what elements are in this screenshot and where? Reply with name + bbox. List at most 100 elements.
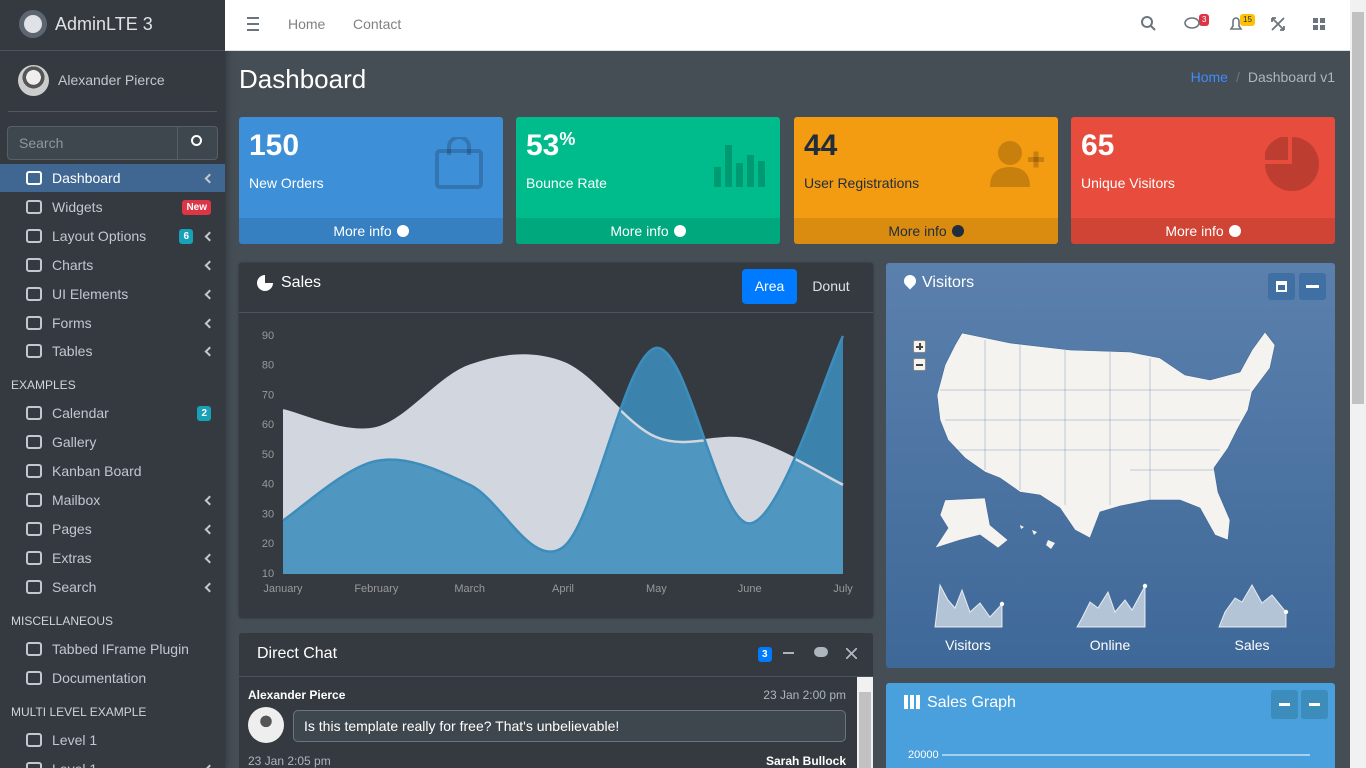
- stat-number: 150: [249, 129, 300, 162]
- nav-arrow: [204, 553, 215, 564]
- nav-item[interactable]: Extras: [0, 544, 225, 572]
- nav-item[interactable]: Dashboard: [0, 164, 225, 192]
- nav-item[interactable]: Level 1: [0, 755, 225, 768]
- nav-item[interactable]: Tabbed IFrame Plugin: [0, 635, 225, 663]
- nav-icon: [26, 522, 42, 536]
- nav-label: Mailbox: [52, 492, 101, 509]
- nav-item[interactable]: Documentation: [0, 664, 225, 692]
- nav-label: Widgets: [52, 198, 103, 215]
- nav-badge: New: [182, 199, 211, 215]
- nav-item[interactable]: Forms: [0, 309, 225, 337]
- brand-bar: [0, 0, 225, 51]
- nav-icon: [26, 550, 42, 565]
- stat-box: 53% Bounce Rate More info: [516, 117, 780, 244]
- sidebar-search-button[interactable]: [177, 126, 218, 160]
- nav-arrow: [204, 495, 215, 506]
- nav-item[interactable]: Search: [0, 573, 225, 601]
- nav-item[interactable]: Level 1: [0, 726, 225, 754]
- nav-arrow: [204, 582, 215, 593]
- nav-icon: [26, 315, 42, 330]
- stat-box: 150 New Orders More info: [239, 117, 503, 244]
- card-title: Visitors: [922, 274, 975, 291]
- stat-unit: %: [559, 129, 576, 149]
- nav-item[interactable]: Layout Options 6: [0, 222, 225, 250]
- stat-label: Bounce Rate: [526, 175, 607, 191]
- collapse-button[interactable]: [1271, 690, 1298, 719]
- sidebar-header: EXAMPLES: [11, 378, 76, 393]
- zoom-out[interactable]: [913, 358, 926, 371]
- nav-item[interactable]: Calendar 2: [0, 399, 225, 427]
- notifications-badge[interactable]: 15: [1240, 14, 1255, 26]
- zoom-in[interactable]: [913, 340, 926, 353]
- sales-graph-card: [886, 683, 1335, 768]
- chat-time: 23 Jan 2:05 pm: [248, 754, 331, 768]
- nav-item[interactable]: Charts: [0, 251, 225, 279]
- nav-icon: [26, 670, 42, 685]
- nav-icon: [26, 464, 42, 479]
- nav-arrow: [204, 318, 215, 328]
- stat-icon: [1265, 137, 1319, 191]
- stat-link-icon: [951, 225, 964, 237]
- collapse-button[interactable]: [783, 652, 794, 654]
- calendar-button[interactable]: [1268, 273, 1295, 300]
- nav-arrow: [204, 289, 215, 300]
- sidebar-search-input[interactable]: Search: [7, 126, 178, 160]
- search-icon: [191, 135, 202, 146]
- contacts-button[interactable]: [814, 647, 828, 657]
- stat-number: 65: [1081, 129, 1115, 162]
- stat-link: More info: [1165, 223, 1224, 239]
- button-active[interactable]: Area: [742, 269, 797, 304]
- breadcrumb-separator: /: [1235, 69, 1240, 85]
- nav-icon: [26, 493, 42, 508]
- nav-item[interactable]: Mailbox: [0, 486, 225, 514]
- stat-footer[interactable]: More info: [794, 218, 1058, 244]
- nav-item[interactable]: Widgets New: [0, 193, 225, 221]
- close-button[interactable]: [1301, 690, 1328, 719]
- scrollbar-thumb: [1352, 12, 1364, 404]
- nav-item[interactable]: Gallery: [0, 428, 225, 456]
- breadcrumb: Home / Dashboard v1: [1191, 69, 1335, 85]
- nav-icon: [26, 171, 42, 185]
- nav-label: Pages: [52, 521, 92, 537]
- stat-footer[interactable]: More info: [516, 218, 780, 244]
- visitors-card: [886, 263, 1335, 668]
- stat-value: 65: [1081, 129, 1114, 163]
- nav-item[interactable]: Kanban Board: [0, 457, 225, 485]
- close-button[interactable]: [846, 648, 857, 659]
- nav-label: Calendar: [52, 405, 109, 422]
- chat-badge[interactable]: 3: [758, 647, 772, 662]
- messages-badge[interactable]: 3: [1199, 14, 1210, 26]
- nav-item[interactable]: Tables: [0, 337, 225, 365]
- stat-icon: [435, 137, 483, 189]
- nav-label: Dashboard: [52, 170, 121, 186]
- stat-link-icon: [1228, 225, 1241, 237]
- nav-icon: [26, 228, 42, 243]
- user-name[interactable]: Alexander Pierce: [58, 72, 165, 88]
- nav-item[interactable]: UI Elements: [0, 280, 225, 308]
- navbar-link[interactable]: Contact: [353, 16, 402, 32]
- navbar-link[interactable]: Home: [288, 16, 326, 32]
- nav-arrow: [204, 346, 215, 357]
- card-header-border: [239, 676, 873, 677]
- nav-label: Level 1: [52, 731, 98, 748]
- stat-footer[interactable]: More info: [239, 218, 503, 244]
- zoom-in-icon: [919, 343, 921, 350]
- nav-icon: [26, 199, 42, 214]
- stat-label: New Orders: [249, 175, 324, 191]
- sparkline-label: Visitors: [945, 637, 991, 653]
- button[interactable]: Donut: [812, 278, 850, 294]
- stat-link-icon: [396, 225, 409, 237]
- nav-icon: [26, 406, 42, 421]
- nav-item[interactable]: Pages: [0, 515, 225, 543]
- nav-arrow: [204, 260, 215, 271]
- nav-arrow: [204, 231, 215, 242]
- collapse-button[interactable]: [1299, 273, 1326, 300]
- stat-footer[interactable]: More info: [1071, 218, 1335, 244]
- sidebar-header: MULTI LEVEL EXAMPLE: [11, 704, 147, 719]
- nav-label: Search: [52, 578, 97, 595]
- chat-time: 23 Jan 2:00 pm: [763, 688, 846, 702]
- user-avatar: [18, 65, 49, 96]
- breadcrumb-item[interactable]: Home: [1190, 69, 1228, 85]
- chat-name: Alexander Pierce: [248, 688, 346, 702]
- nav-icon: [26, 257, 42, 272]
